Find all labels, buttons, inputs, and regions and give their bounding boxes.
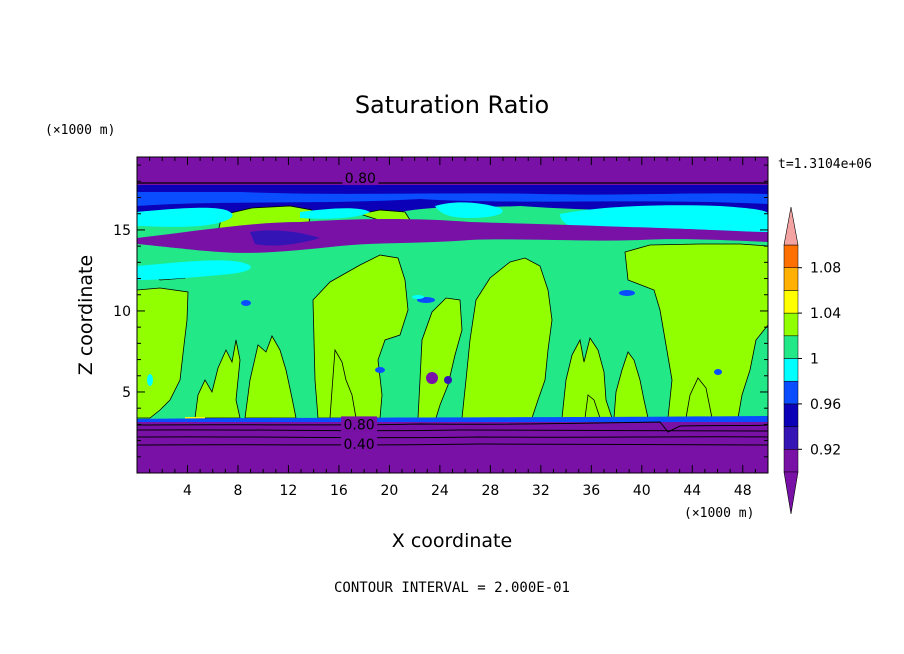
cloud-column xyxy=(194,339,241,419)
x-tick-label: 8 xyxy=(233,483,242,499)
cloud-column xyxy=(417,297,463,419)
colorbar-under-arrow xyxy=(783,471,799,515)
dry-upper-band-dark xyxy=(250,230,320,246)
x-unit-label: (×1000 m) xyxy=(684,506,754,521)
cloud-column xyxy=(624,243,768,419)
colorbar-tick-label: 0.92 xyxy=(810,442,841,458)
contour-label: 0.80 xyxy=(344,417,375,433)
dry-spot xyxy=(426,372,438,384)
contour-field: 0.80 0.80 0.40 xyxy=(137,157,768,473)
x-tick-label: 12 xyxy=(280,483,298,499)
contour-interval-footer: CONTOUR INTERVAL = 2.000E-01 xyxy=(334,580,570,596)
x-tick-label: 16 xyxy=(330,483,348,499)
contour-label-bg xyxy=(341,435,378,451)
blue-spot xyxy=(375,367,385,373)
cloud-column xyxy=(461,257,553,419)
x-tick-label: 20 xyxy=(380,483,398,499)
cloud-column xyxy=(329,348,357,419)
colorbar-swatch xyxy=(783,403,799,427)
contour-label: 0.80 xyxy=(345,171,376,187)
blue-spot xyxy=(241,300,251,306)
x-tick-label: 4 xyxy=(183,483,192,499)
cyan-band xyxy=(137,260,251,280)
blue-spot xyxy=(619,290,635,296)
colorbar-swatch xyxy=(783,426,799,450)
cyan-band xyxy=(300,208,370,219)
contour-line xyxy=(137,443,768,446)
colorbar-swatch xyxy=(783,290,799,314)
colorbar-tick-label: 0.96 xyxy=(810,397,841,413)
contour-line xyxy=(137,436,768,439)
contour-line xyxy=(137,182,768,184)
blue-boundary xyxy=(137,416,768,424)
x-tick-label: 24 xyxy=(431,483,449,499)
blue-spot xyxy=(714,369,722,375)
y-tick-label: 10 xyxy=(113,304,131,320)
contour-line xyxy=(137,421,768,433)
contour-label-bg xyxy=(342,170,379,186)
cloud-column xyxy=(561,337,613,419)
x-tick-label: 32 xyxy=(532,483,550,499)
contour-label: 0.40 xyxy=(344,437,375,453)
time-label: t=1.3104e+06 xyxy=(778,157,872,172)
colorbar-swatch xyxy=(783,267,799,291)
y-unit-label: (×1000 m) xyxy=(45,123,115,138)
y-tick-label: 15 xyxy=(113,223,131,239)
dry-upper-band xyxy=(137,219,768,253)
colorbar-swatch xyxy=(783,358,799,382)
y-axis-label: Z coordinate xyxy=(75,255,97,375)
x-tick-label: 36 xyxy=(582,483,600,499)
colorbar-tick-label: 1.04 xyxy=(810,306,841,322)
darkblue-top-strip xyxy=(137,184,768,195)
colorbar-swatch xyxy=(783,449,799,473)
colorbar-swatch xyxy=(783,312,799,337)
cloud-column xyxy=(244,335,297,419)
cyan-band xyxy=(435,202,503,218)
chart-title: Saturation Ratio xyxy=(355,91,549,119)
colorbar-tick-label: 1 xyxy=(810,352,819,368)
x-tick-label: 44 xyxy=(683,483,701,499)
colorbar: 0.92 0.96 1 1.04 1.08 xyxy=(783,206,841,515)
dry-top-layer xyxy=(137,157,768,185)
colorbar-swatch xyxy=(783,335,799,359)
cyan-spot xyxy=(147,374,153,386)
x-axis-label: X coordinate xyxy=(392,530,512,552)
x-tick-label: 48 xyxy=(734,483,752,499)
dry-spot xyxy=(444,376,452,384)
colorbar-swatch xyxy=(783,380,799,405)
cyan-spot xyxy=(412,295,424,299)
colorbar-tick-label: 1.08 xyxy=(810,261,841,277)
cyan-band xyxy=(137,207,233,227)
cloud-column xyxy=(613,351,649,419)
x-tick-label: 28 xyxy=(481,483,499,499)
colorbar-swatch xyxy=(783,244,799,268)
contour-line xyxy=(137,429,768,432)
contour-label-bg xyxy=(341,416,378,432)
y-tick-label: 5 xyxy=(122,385,131,401)
x-tick-label: 40 xyxy=(633,483,651,499)
colorbar-over-arrow xyxy=(783,206,799,246)
